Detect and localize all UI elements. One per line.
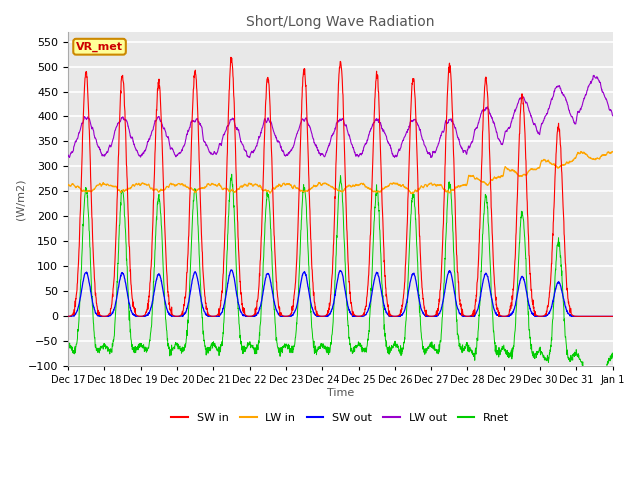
Title: Short/Long Wave Radiation: Short/Long Wave Radiation (246, 15, 435, 29)
Y-axis label: (W/m2): (W/m2) (15, 178, 25, 220)
X-axis label: Time: Time (326, 388, 354, 398)
Legend: SW in, LW in, SW out, LW out, Rnet: SW in, LW in, SW out, LW out, Rnet (167, 408, 514, 428)
Text: VR_met: VR_met (76, 42, 123, 52)
